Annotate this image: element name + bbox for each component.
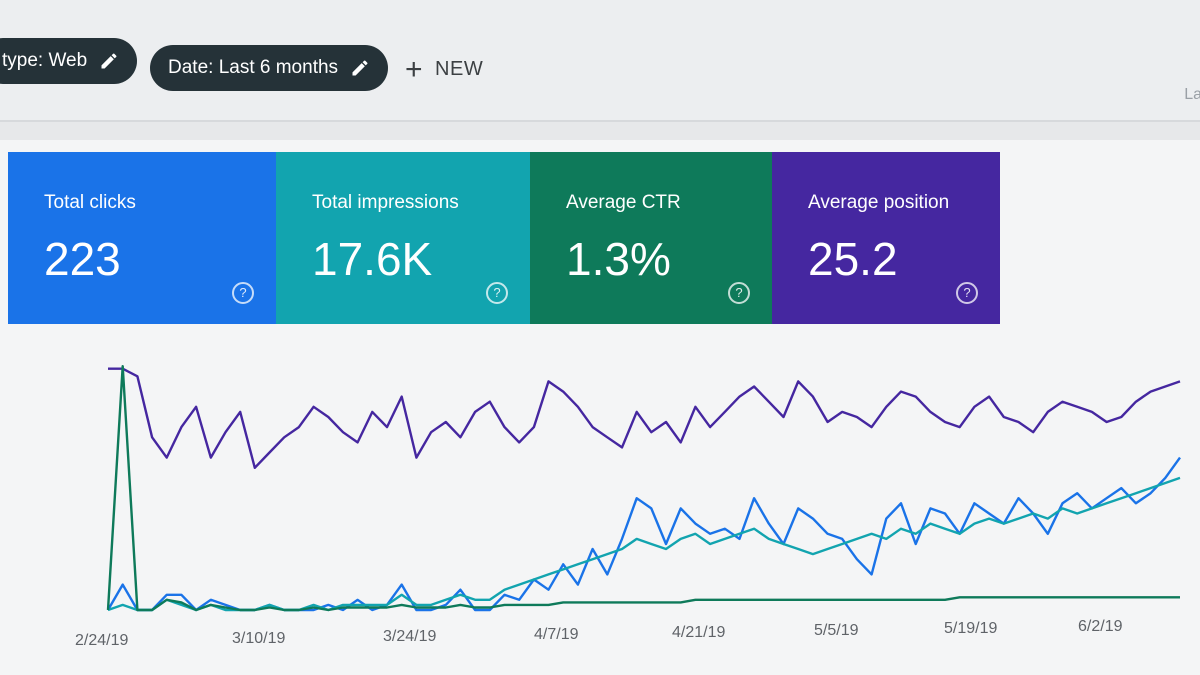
filter-bar: type: Web Date: Last 6 months + NEW La	[0, 0, 1200, 122]
metric-label: Total clicks	[44, 192, 136, 213]
pencil-icon[interactable]	[99, 51, 119, 71]
metric-tile-total-clicks[interactable]: Total clicks 223 ?	[8, 152, 276, 324]
series-line-3	[106, 365, 1180, 612]
series-line-1	[106, 456, 1181, 612]
metric-value: 1.3%	[566, 233, 671, 285]
metric-value: 17.6K	[312, 233, 433, 285]
x-tick-label: 4/7/19	[534, 626, 579, 643]
performance-chart-svg	[106, 365, 1181, 612]
metric-tiles: Total clicks 223 ? Total impressions 17.…	[8, 152, 1000, 324]
new-filter-label: NEW	[435, 58, 484, 80]
help-icon[interactable]: ?	[956, 282, 978, 304]
x-tick-label: 4/21/19	[672, 624, 726, 641]
help-icon[interactable]: ?	[232, 282, 254, 304]
performance-chart	[0, 326, 1200, 675]
metric-label: Average position	[808, 192, 950, 213]
x-tick-label: 3/24/19	[383, 628, 437, 645]
new-filter-button[interactable]: + NEW	[405, 52, 484, 86]
last-updated-text: La	[1184, 86, 1200, 103]
metric-tile-total-impressions[interactable]: Total impressions 17.6K ?	[276, 152, 530, 324]
x-tick-label: 6/2/19	[1078, 618, 1123, 635]
metric-value: 25.2	[808, 233, 898, 285]
metric-label: Total impressions	[312, 192, 459, 213]
help-icon[interactable]: ?	[728, 282, 750, 304]
x-tick-label: 2/24/19	[75, 632, 129, 649]
date-filter-chip[interactable]: Date: Last 6 months	[150, 45, 389, 91]
metric-tile-average-ctr[interactable]: Average CTR 1.3% ?	[530, 152, 772, 324]
x-tick-label: 5/19/19	[944, 620, 998, 637]
help-icon[interactable]: ?	[486, 282, 508, 304]
metric-value: 223	[44, 233, 121, 285]
plus-icon: +	[405, 52, 424, 86]
date-filter-label: Date: Last 6 months	[168, 57, 339, 78]
x-tick-label: 5/5/19	[814, 622, 859, 639]
metric-label: Average CTR	[566, 192, 681, 213]
search-type-filter-label: type: Web	[2, 50, 88, 71]
x-tick-label: 3/10/19	[232, 630, 286, 647]
search-type-filter-chip[interactable]: type: Web	[0, 38, 138, 84]
series-line-0	[108, 367, 1181, 470]
pencil-icon[interactable]	[350, 58, 370, 78]
metric-tile-average-position[interactable]: Average position 25.2 ?	[772, 152, 1000, 324]
